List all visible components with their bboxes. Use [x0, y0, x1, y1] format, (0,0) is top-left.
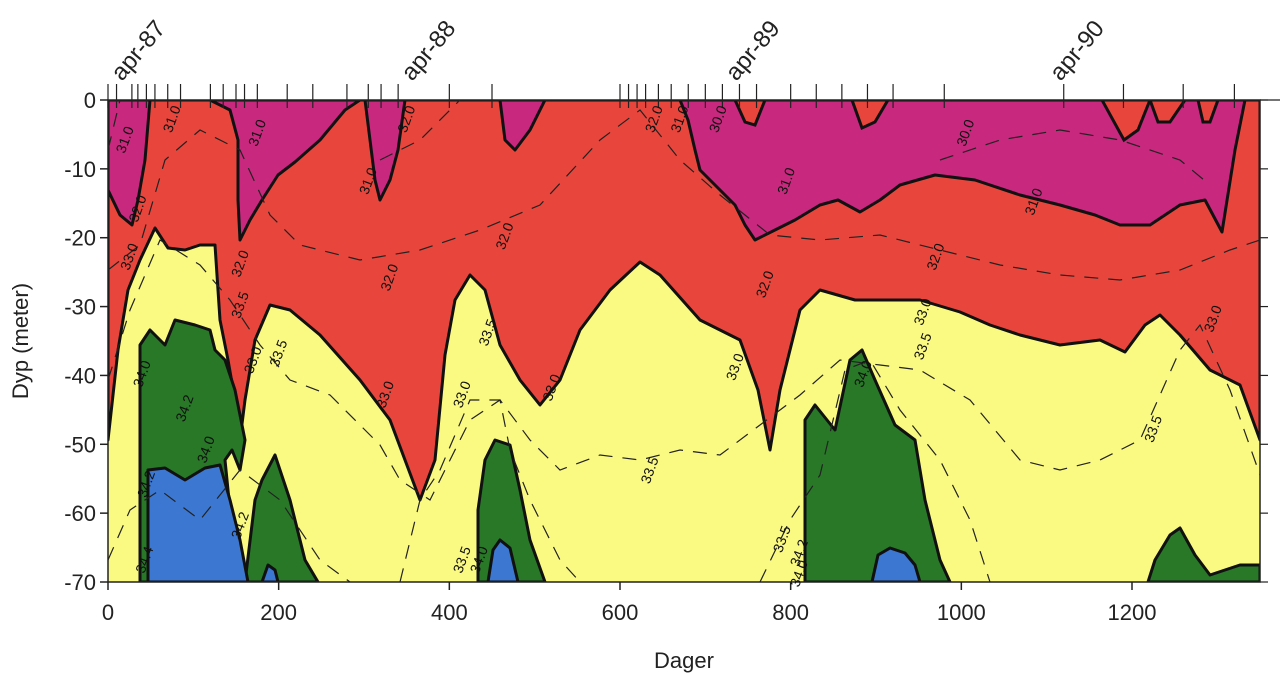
band-31-33-pocket: [850, 100, 890, 131]
band-above-34.4: [870, 546, 922, 582]
y-tick-label: 0: [84, 88, 96, 113]
band-34-34.4: [803, 348, 952, 582]
band-below-31: [678, 100, 1247, 242]
y-tick-label: -50: [64, 432, 96, 457]
band-above-34.4: [260, 563, 280, 582]
x-axis: 0 200 400 600 800 1000 1200: [102, 582, 1157, 625]
plot-frame: [107, 99, 1261, 583]
date-label: apr-89: [720, 15, 785, 85]
band-below-31: [498, 100, 547, 152]
plot-area: [108, 100, 1260, 582]
y-axis-title: Dyp (meter): [8, 283, 33, 399]
band-31-33-pocket: [733, 100, 767, 127]
band-above-34.4: [486, 538, 520, 582]
date-label: apr-90: [1045, 15, 1110, 85]
date-axis: apr-87 apr-88 apr-89 apr-90: [106, 15, 1110, 85]
band-31-33-pocket: [1100, 100, 1152, 143]
band-above-34.4: [146, 463, 250, 582]
date-label: apr-87: [106, 15, 171, 85]
y-tick-label: -70: [64, 570, 96, 595]
band-31-33-pocket: [1148, 100, 1187, 124]
y-tick-label: -60: [64, 501, 96, 526]
x-tick-label: 200: [260, 600, 297, 625]
band-34-34.4: [243, 453, 320, 582]
x-tick-label: 400: [431, 600, 468, 625]
x-axis-title: Dager: [654, 648, 714, 673]
band-31-33-pocket: [1196, 100, 1220, 124]
band-31-33: [108, 100, 1260, 502]
y-tick-label: -30: [64, 295, 96, 320]
band-below-31: [108, 100, 152, 227]
x-tick-label: 0: [102, 600, 114, 625]
date-label: apr-88: [396, 15, 461, 85]
dashed-contours: [108, 100, 1260, 582]
x-tick-label: 1000: [937, 600, 986, 625]
x-tick-label: 600: [602, 600, 639, 625]
x-tick-label: 800: [772, 600, 809, 625]
y-tick-label: -10: [64, 157, 96, 182]
sampling-ticks: [107, 84, 1236, 108]
y-tick-label: -20: [64, 226, 96, 251]
y-tick-label: -40: [64, 363, 96, 388]
band-34-34.4: [1146, 526, 1260, 582]
y-axis: 0 -10 -20 -30 -40 -50 -60 -70: [64, 88, 1268, 595]
x-tick-label: 1200: [1108, 600, 1157, 625]
band-below-31: [148, 100, 362, 242]
band-below-31: [363, 100, 407, 202]
